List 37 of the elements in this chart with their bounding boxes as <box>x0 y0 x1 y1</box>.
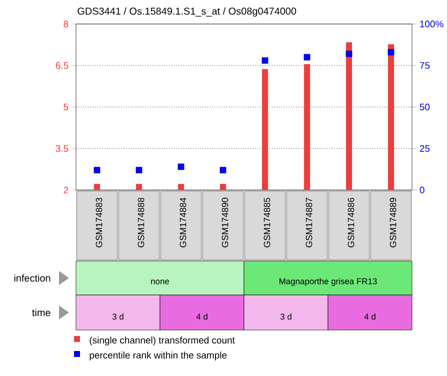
y-tick-label: 8 <box>64 20 68 28</box>
point <box>304 54 310 60</box>
x-tick-label: GSM174883 <box>96 198 102 248</box>
legend-label: (single channel) transformed count <box>90 336 235 346</box>
y-tick-label: 5 <box>64 104 68 110</box>
x-tick-label: GSM174890 <box>222 198 228 248</box>
text: time <box>32 308 50 316</box>
x-tick-label: GSM174885 <box>264 198 270 248</box>
point <box>346 50 352 58</box>
y-tick-label: 3.5 <box>56 145 68 152</box>
x-tick-label: GSM174888 <box>138 198 144 248</box>
chart-title: GDS3441 / Os.15849.1.S1_s_at / Os08g0474000 <box>78 7 296 17</box>
y2-tick-label: 0 <box>420 186 424 194</box>
point <box>220 166 226 174</box>
x-tick-label: GSM174884 <box>180 198 186 248</box>
y2-tick-label: 25 <box>420 145 430 152</box>
text: 4 d <box>364 313 376 320</box>
x-tick-label: GSM174889 <box>390 198 396 248</box>
y2-tick-label: 100% <box>420 20 444 28</box>
text: 3 d <box>112 313 124 320</box>
text: none <box>151 280 170 284</box>
point <box>136 166 142 174</box>
text: 3 d <box>280 313 292 320</box>
text: infection <box>14 274 50 282</box>
y2-tick-label: 75 <box>420 62 430 69</box>
text: 4 d <box>196 313 208 320</box>
x-tick-label: GSM174886 <box>348 198 354 248</box>
point <box>178 164 184 170</box>
point <box>262 57 268 64</box>
x-tick-label: GSM174887 <box>306 198 312 248</box>
point <box>388 49 394 56</box>
text: Magnaporthe grisea FR13 <box>280 278 377 286</box>
legend-label: percentile rank within the sample <box>90 352 227 360</box>
y-tick-label: 2 <box>64 186 68 194</box>
point <box>94 166 100 174</box>
y-tick-label: 6.5 <box>56 62 68 69</box>
y2-tick-label: 50 <box>420 104 430 110</box>
